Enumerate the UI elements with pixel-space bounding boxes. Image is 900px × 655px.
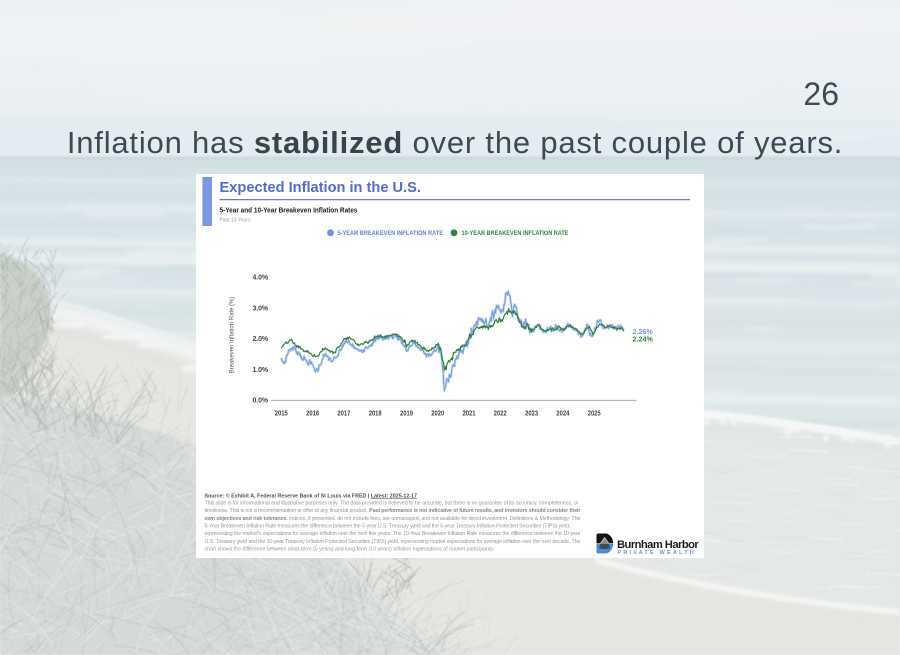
svg-text:2023: 2023: [525, 411, 538, 418]
svg-text:Breakeven Inflation Rate (%): Breakeven Inflation Rate (%): [230, 297, 236, 374]
svg-text:Burnham Harbor: Burnham Harbor: [617, 539, 699, 551]
svg-text:2022: 2022: [494, 411, 507, 418]
svg-text:Past 10 Years: Past 10 Years: [220, 218, 251, 224]
svg-text:2016: 2016: [306, 411, 319, 418]
svg-text:2019: 2019: [400, 411, 413, 418]
svg-text:own objectives and risk tolera: own objectives and risk tolerance. Indic…: [205, 516, 581, 522]
svg-text:2020: 2020: [431, 411, 444, 418]
svg-text:2021: 2021: [463, 411, 476, 418]
svg-text:2.0%: 2.0%: [252, 336, 268, 343]
svg-text:5-Year and 10-Year Breakeven I: 5-Year and 10-Year Breakeven Inflation R…: [220, 205, 358, 214]
svg-text:2017: 2017: [337, 411, 350, 418]
svg-text:Source: © Exhibit A, Federal R: Source: © Exhibit A, Federal Reserve Ban…: [205, 492, 418, 499]
svg-text:4.0%: 4.0%: [252, 275, 268, 282]
svg-text:timeliness. This is not a reco: timeliness. This is not a recommendation…: [205, 508, 581, 514]
svg-text:2025: 2025: [588, 411, 601, 418]
svg-text:2018: 2018: [369, 411, 382, 418]
svg-text:2024: 2024: [556, 411, 569, 418]
svg-text:0.0%: 0.0%: [252, 398, 268, 405]
svg-text:This slide is for informationa: This slide is for informational and illu…: [205, 501, 579, 507]
svg-text:chart shows the difference bet: chart shows the difference between short…: [205, 546, 495, 552]
svg-text:10-YEAR BREAKEVEN INFLATION RA: 10-YEAR BREAKEVEN INFLATION RATE: [462, 230, 570, 237]
svg-text:representing the market’s expe: representing the market’s expectations f…: [205, 531, 581, 537]
svg-text:5-Year Breakeven Inflation Rat: 5-Year Breakeven Inflation Rate measures…: [205, 523, 571, 529]
svg-text:2015: 2015: [275, 411, 288, 418]
svg-text:3.0%: 3.0%: [252, 305, 268, 312]
svg-text:2.24%: 2.24%: [633, 335, 654, 344]
svg-text:U.S. Treasury yield and the 10: U.S. Treasury yield and the 10-year Trea…: [205, 539, 581, 545]
svg-text:Expected Inflation in the U.S.: Expected Inflation in the U.S.: [220, 179, 422, 196]
svg-text:PRIVATE WEALTH: PRIVATE WEALTH: [618, 550, 696, 556]
svg-text:2.26%: 2.26%: [633, 327, 654, 336]
svg-text:1.0%: 1.0%: [252, 367, 268, 374]
svg-text:5-YEAR BREAKEVEN INFLATION RAT: 5-YEAR BREAKEVEN INFLATION RATE: [338, 230, 444, 237]
